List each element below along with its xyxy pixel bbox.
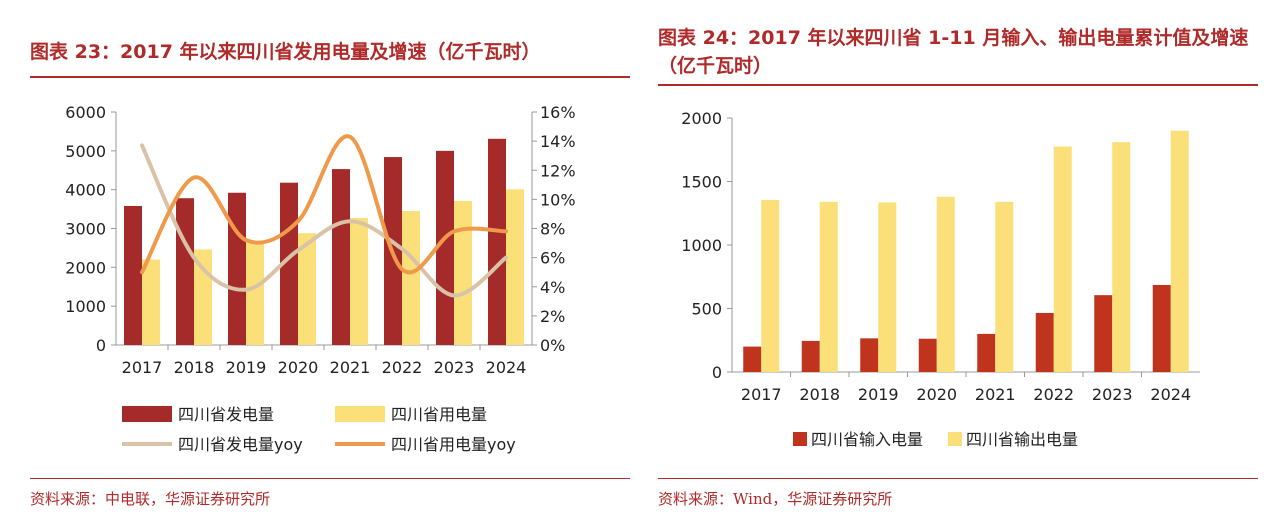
legend-label: 四川省用电量yoy <box>391 435 516 454</box>
legend-label: 四川省输入电量 <box>811 430 923 449</box>
x-tick-label: 2024 <box>1150 385 1191 404</box>
x-tick-label: 2021 <box>330 358 371 377</box>
bar-output <box>878 202 897 372</box>
figure-23-title: 图表 23：2017 年以来四川省发用电量及增速（亿千瓦时） <box>30 41 541 63</box>
figure-23-panel: 图表 23：2017 年以来四川省发用电量及增速（亿千瓦时） 0 1000 2000… <box>30 41 630 508</box>
figure-24-title: 图表 24：2017 年以来四川省 1-11 月输入、输出电量累计值及增速（亿千… <box>658 27 1249 77</box>
bar-output <box>1170 130 1189 372</box>
bar-consumption <box>246 242 264 345</box>
generation-consumption-chart: 0 1000 2000 3000 4000 5000 6000 0% 2% 4% 6% 8% 10% 12… <box>65 103 576 454</box>
y-tick-label: 1500 <box>681 173 722 192</box>
figure-24-panel: 图表 24：2017 年以来四川省 1-11 月输入、输出电量累计值及增速（亿千… <box>648 0 1269 521</box>
y-tick-label: 3000 <box>65 220 106 239</box>
y-tick-label: 2000 <box>681 109 722 128</box>
legend-label: 四川省输出电量 <box>966 430 1078 449</box>
x-tick-label: 2018 <box>174 358 215 377</box>
y2-tick-label: 4% <box>540 278 565 297</box>
y2-tick-label: 0% <box>540 336 565 355</box>
legend-label: 四川省发电量yoy <box>178 435 303 454</box>
bar-consumption <box>142 259 160 345</box>
bar-consumption <box>454 200 472 345</box>
title-rule <box>30 76 630 78</box>
legend-label: 四川省用电量 <box>391 405 487 424</box>
bar-generation <box>488 138 506 345</box>
bar-consumption <box>298 233 316 345</box>
bar-input <box>1094 295 1113 372</box>
footer-rule <box>658 478 1258 479</box>
bar-generation <box>124 205 142 345</box>
x-tick-label: 2017 <box>122 358 163 377</box>
y2-tick-label: 6% <box>540 249 565 268</box>
bar-output <box>1053 146 1072 372</box>
x-tick-label: 2023 <box>434 358 475 377</box>
x-tick-label: 2019 <box>226 358 267 377</box>
bar-consumption <box>402 211 420 345</box>
bar-input <box>801 340 820 372</box>
legend-swatch <box>122 406 172 422</box>
x-tick-label: 2022 <box>382 358 423 377</box>
x-tick-label: 2020 <box>916 385 957 404</box>
generation-yoy-line <box>140 143 508 298</box>
legend-swatch <box>948 432 962 446</box>
bar-input <box>918 338 937 372</box>
x-tick-label: 2023 <box>1092 385 1133 404</box>
bar-generation <box>332 169 350 345</box>
y2-tick-label: 16% <box>540 103 576 122</box>
bar-input <box>977 333 996 372</box>
legend-label: 四川省发电量 <box>178 405 274 424</box>
bar-generation <box>176 198 194 345</box>
x-tick-label: 2021 <box>975 385 1016 404</box>
bar-generation <box>228 192 246 345</box>
y2-tick-label: 8% <box>540 220 565 239</box>
bar-input <box>743 346 762 372</box>
bar-output <box>1112 142 1131 372</box>
bar-output <box>819 201 838 372</box>
figure-24-source: 资料来源：Wind，华源证券研究所 <box>658 490 893 508</box>
y-tick-label: 500 <box>691 300 722 319</box>
title-rule <box>658 84 1258 86</box>
y2-tick-label: 12% <box>540 161 576 180</box>
y-tick-label: 5000 <box>65 142 106 161</box>
bar-consumption <box>350 218 368 345</box>
bar-consumption <box>506 189 524 345</box>
input-output-chart: 0 500 1000 1500 2000 2017 2018 2019 2020 2021 2022… <box>681 109 1200 449</box>
bar-output <box>995 201 1014 372</box>
y2-tick-label: 10% <box>540 190 576 209</box>
bar-input <box>1035 312 1054 372</box>
y-tick-label: 0 <box>712 363 722 382</box>
legend-swatch <box>793 432 807 446</box>
y-tick-label: 1000 <box>65 297 106 316</box>
y-tick-label: 4000 <box>65 181 106 200</box>
bar-input <box>1152 285 1171 372</box>
bar-output <box>936 196 955 372</box>
figure-23-source: 资料来源：中电联，华源证券研究所 <box>30 490 271 508</box>
footer-rule <box>30 478 630 479</box>
x-tick-label: 2017 <box>741 385 782 404</box>
x-tick-label: 2019 <box>858 385 899 404</box>
y-tick-label: 6000 <box>65 103 106 122</box>
consumption-yoy-line <box>140 134 508 275</box>
y-tick-label: 1000 <box>681 236 722 255</box>
x-tick-label: 2024 <box>486 358 527 377</box>
x-tick-label: 2020 <box>278 358 319 377</box>
x-tick-label: 2018 <box>799 385 840 404</box>
y2-tick-label: 14% <box>540 132 576 151</box>
y2-tick-label: 2% <box>540 307 565 326</box>
bar-output <box>761 199 780 372</box>
y-tick-label: 0 <box>96 336 106 355</box>
bar-input <box>860 338 879 372</box>
x-tick-label: 2022 <box>1033 385 1074 404</box>
legend-swatch <box>335 406 385 422</box>
y-tick-label: 2000 <box>65 258 106 277</box>
